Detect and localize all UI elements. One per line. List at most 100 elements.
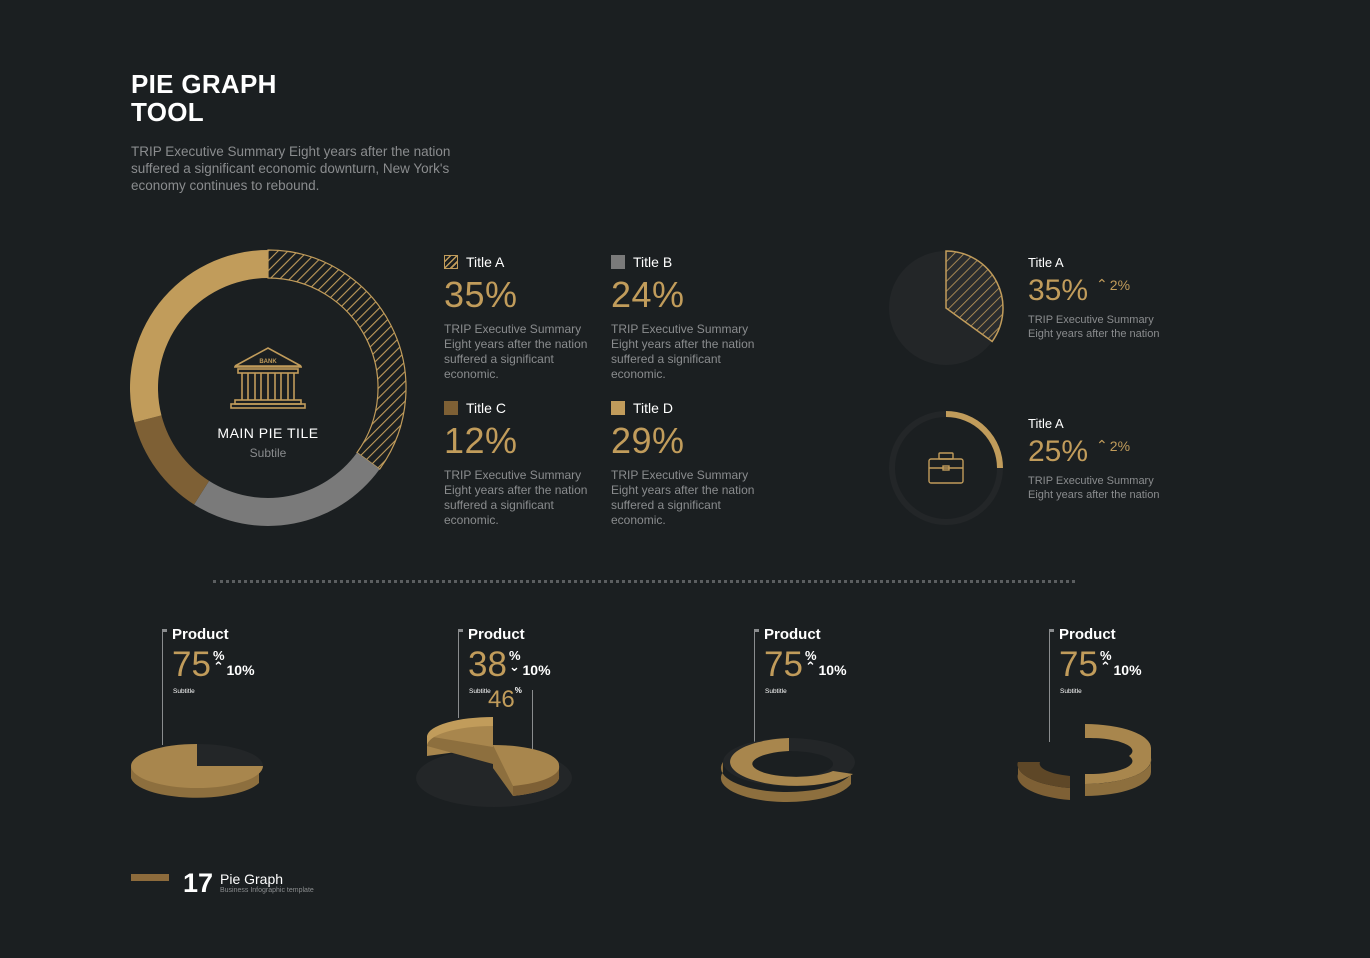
product-label: Product — [1059, 626, 1116, 643]
product-value: 75 — [1059, 645, 1098, 684]
product-value-group: 75% ⌃ 10% — [764, 645, 847, 684]
page-title-line1: PIE GRAPH — [131, 69, 277, 99]
product-percent-symbol: % — [804, 648, 817, 663]
product-value-group: 75% ⌃ 10% — [1059, 645, 1142, 684]
legend-swatch — [611, 255, 625, 269]
main-donut-slice-title-a — [267, 249, 407, 470]
bank-icon-text: BANK — [259, 359, 277, 365]
mini-chart-2-change: 2% — [1109, 437, 1131, 454]
footer-accent-bar — [131, 874, 169, 881]
product-label: Product — [468, 626, 525, 643]
arrow-down-icon: ⌄ — [508, 659, 520, 674]
legend-item-4: Title D 29% TRIP Executive Summary Eight y… — [611, 400, 761, 528]
product-percent-symbol: % — [1099, 648, 1112, 663]
mini-chart-1-desc: TRIP Executive Summary Eight years after… — [1028, 314, 1160, 340]
legend-description: TRIP Executive Summary Eight years after… — [444, 468, 588, 527]
legend-title: Title C — [466, 400, 506, 416]
arrow-up-icon: ⌃ — [212, 659, 224, 674]
mini-chart-1-value: 35% — [1028, 274, 1089, 307]
mini-chart-2-title: Title A — [1028, 416, 1064, 431]
arrow-up-icon: ⌃ — [804, 659, 816, 674]
mini-pie-chart — [889, 250, 1004, 365]
mini-chart-2-desc: TRIP Executive Summary Eight years after… — [1028, 475, 1160, 501]
product-change: 10% — [226, 662, 255, 678]
product-change: 10% — [1113, 662, 1142, 678]
main-pie-title: MAIN PIE TILE — [217, 425, 318, 441]
product-extra-symbol: % — [514, 686, 522, 695]
product-pointer-flag — [162, 629, 167, 632]
product-value: 75 — [764, 645, 803, 684]
legend-description: TRIP Executive Summary Eight years after… — [611, 468, 755, 527]
mini-chart-2-info: Title A 25% ⌃ 2% TRIP Executive Summary E… — [1028, 416, 1163, 502]
product-pointer-line-2 — [532, 690, 533, 760]
arrow-up-icon: ⌃ — [1099, 659, 1111, 674]
product-pointer-flag — [754, 629, 759, 632]
legend-title: Title D — [633, 400, 673, 416]
product-change: 10% — [818, 662, 847, 678]
legend-swatch — [611, 401, 625, 415]
legend-value: 12% — [444, 420, 518, 461]
product-subtitle: Subtitle — [173, 688, 195, 695]
mini-pie-slice — [945, 250, 1004, 343]
product-subtitle: Subtitle — [1060, 688, 1082, 695]
footer-subtitle: Business Infographic template — [220, 887, 314, 894]
product-value-group: 38% ⌄ 10% — [468, 645, 551, 684]
bank-icon — [230, 347, 306, 409]
product-label: Product — [764, 626, 821, 643]
product-1-side — [131, 766, 259, 798]
mini-chart-1-info: Title A 35% ⌃ 2% TRIP Executive Summary E… — [1028, 255, 1163, 341]
page-description: TRIP Executive Summary Eight years after… — [131, 144, 451, 193]
legend-description: TRIP Executive Summary Eight years after… — [611, 322, 755, 381]
page-number: 17 — [183, 868, 214, 898]
legend-value: 29% — [611, 420, 685, 461]
mini-chart-2-value: 25% — [1028, 435, 1089, 468]
main-donut-chart: BANK MAIN PIE TILE Subtile — [130, 249, 407, 526]
product-pointer-line — [1049, 630, 1050, 742]
product-subtitle: Subtitle — [469, 688, 491, 695]
product-pointer-line — [458, 630, 459, 718]
mini-ring-arc — [945, 411, 1003, 469]
arrow-up-icon: ⌃ — [1096, 276, 1108, 292]
mini-ring-chart — [889, 411, 1003, 525]
product-1-slice — [131, 744, 263, 788]
legend-swatch — [444, 401, 458, 415]
briefcase-icon — [928, 452, 964, 484]
product-subtitle: Subtitle — [765, 688, 787, 695]
legend-title: Title B — [633, 254, 673, 270]
section-divider — [213, 580, 1075, 583]
legend-item-3: Title C 12% TRIP Executive Summary Eight y… — [444, 400, 594, 528]
legend-title: Title A — [466, 254, 505, 270]
product-percent-symbol: % — [508, 648, 521, 663]
legend-value: 24% — [611, 274, 685, 315]
product-pointer-line — [754, 630, 755, 745]
main-donut-slice-title-c — [134, 415, 210, 505]
product-value-group: 75% ⌃ 10% — [172, 645, 255, 684]
product-extra-value-group: 46% — [488, 686, 522, 714]
main-donut-slice-title-b — [194, 452, 380, 526]
product-2-3d-pie — [416, 716, 572, 807]
product-change: 10% — [522, 662, 551, 678]
product-4-3d-donut — [1017, 724, 1152, 800]
product-1-3d-pie — [131, 744, 263, 798]
product-value: 38 — [468, 645, 507, 684]
footer-title: Pie Graph — [220, 871, 284, 887]
mini-chart-1-title: Title A — [1028, 255, 1064, 270]
product-percent-symbol: % — [212, 648, 225, 663]
main-donut-slice-title-d — [130, 250, 268, 423]
page-title: PIE GRAPH TOOL — [131, 70, 277, 126]
product-3d-charts — [131, 716, 1152, 807]
mini-chart-1-change: 2% — [1109, 276, 1131, 293]
product-label: Product — [172, 626, 229, 643]
main-pie-subtitle: Subtile — [250, 446, 287, 460]
legend-value: 35% — [444, 274, 518, 315]
legend-item-1: Title A 35% TRIP Executive Summary Eight y… — [444, 254, 594, 382]
product-extra-value: 46 — [488, 686, 515, 713]
legend-item-2: Title B 24% TRIP Executive Summary Eight y… — [611, 254, 761, 382]
product-pointer-flag — [1049, 629, 1054, 632]
product-value: 75 — [172, 645, 211, 684]
legend-description: TRIP Executive Summary Eight years after… — [444, 322, 588, 381]
product-pointer-flag — [458, 629, 463, 632]
page-title-line2: TOOL — [131, 97, 204, 127]
arrow-up-icon: ⌃ — [1096, 437, 1108, 453]
product-3-3d-donut — [720, 738, 855, 803]
